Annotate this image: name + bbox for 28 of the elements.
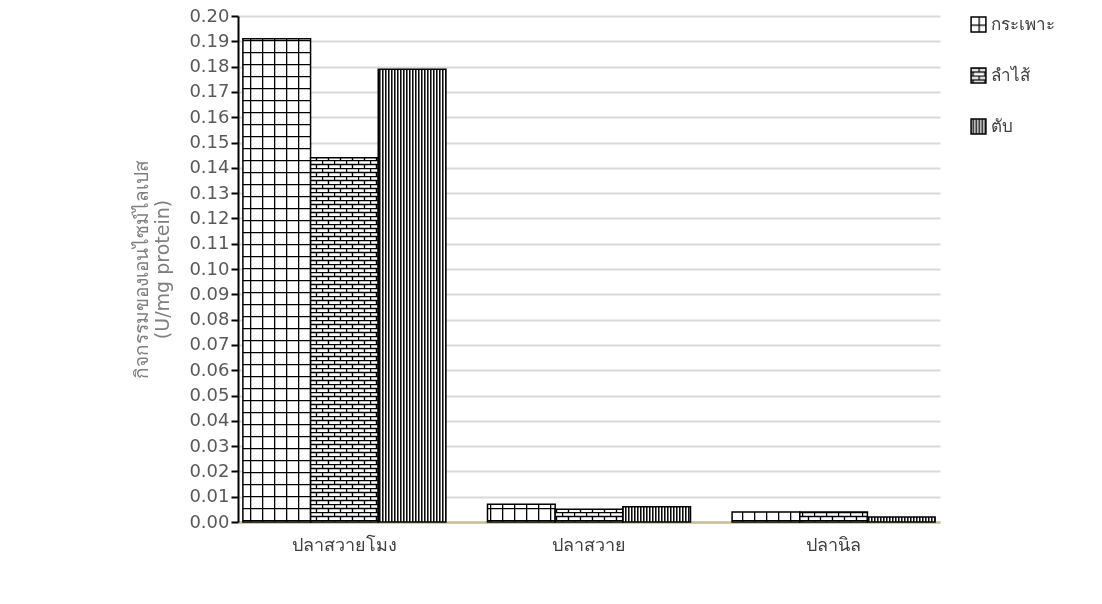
- x-tick-label: ปลาสวาย: [552, 533, 626, 555]
- y-tick-label: 0.12: [189, 206, 230, 228]
- x-tick-label: ปลานิล: [806, 533, 862, 555]
- y-tick-label: 0.04: [189, 409, 230, 431]
- y-tick-label: 0.00: [189, 510, 230, 532]
- y-tick-label: 0.07: [189, 333, 230, 355]
- y-tick-label: 0.11: [189, 232, 230, 254]
- y-tick-label: 0.18: [189, 55, 230, 77]
- legend-label: ตับ: [991, 115, 1013, 136]
- y-tick-label: 0.05: [189, 384, 230, 405]
- x-tick-label: ปลาสวายโมง: [291, 533, 397, 555]
- y-tick-label: 0.09: [189, 282, 230, 304]
- y-axis-title: กิจกรรมของเอนไซม์ไลเปส (U/mg protein): [130, 160, 174, 379]
- y-tick-label: 0.10: [189, 257, 230, 279]
- y-tick-label: 0.15: [189, 131, 230, 152]
- legend-label: ลำไส้: [991, 64, 1031, 85]
- y-tick-label: 0.16: [189, 105, 230, 127]
- y-tick-label: 0.20: [189, 4, 230, 26]
- y-tick-label: 0.19: [189, 29, 230, 51]
- y-tick-label: 0.14: [189, 156, 230, 178]
- y-tick-label: 0.02: [189, 459, 230, 481]
- y-tick-label: 0.06: [189, 358, 230, 380]
- y-tick-label: 0.03: [189, 434, 230, 456]
- y-tick-label: 0.08: [189, 308, 230, 330]
- y-tick-label: 0.17: [189, 80, 230, 102]
- legend-label: กระเพาะ: [991, 13, 1055, 34]
- y-tick-label: 0.13: [189, 181, 230, 203]
- y-tick-label: 0.01: [189, 485, 230, 507]
